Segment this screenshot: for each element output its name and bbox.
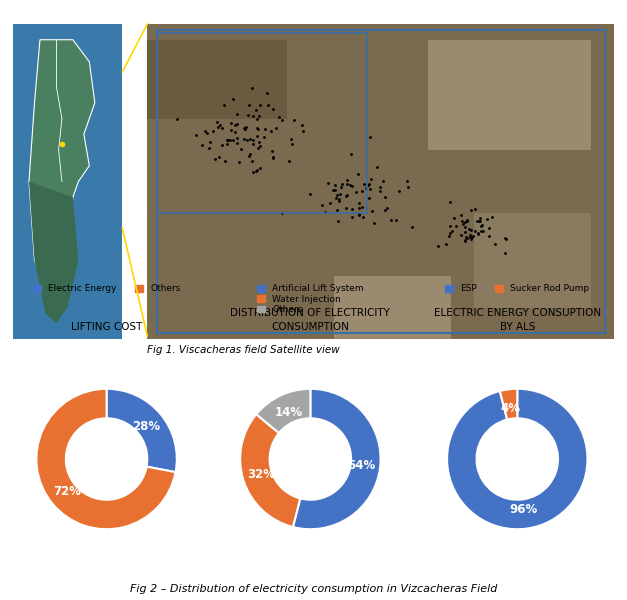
- Polygon shape: [29, 181, 78, 323]
- Text: 14%: 14%: [275, 406, 303, 419]
- Polygon shape: [29, 40, 95, 292]
- Title: DISTRIBUTION OF ELECTRICITY
CONSUMPTION: DISTRIBUTION OF ELECTRICITY CONSUMPTION: [231, 308, 390, 332]
- Text: 4%: 4%: [501, 401, 521, 415]
- Legend: Electric Energy, Others: Electric Energy, Others: [33, 284, 181, 293]
- Wedge shape: [500, 389, 517, 419]
- Text: 32%: 32%: [248, 469, 276, 481]
- Wedge shape: [240, 414, 300, 527]
- Text: 54%: 54%: [347, 459, 376, 472]
- Title: LIFTING COST: LIFTING COST: [71, 322, 142, 332]
- Wedge shape: [256, 389, 310, 433]
- Title: ELECTRIC ENERGY CONSUPTION
BY ALS: ELECTRIC ENERGY CONSUPTION BY ALS: [434, 308, 601, 332]
- Text: Fig 2 – Distribution of electricity consumption in Vizcacheras Field: Fig 2 – Distribution of electricity cons…: [130, 584, 497, 594]
- Legend: ESP, Sucker Rod Pump: ESP, Sucker Rod Pump: [445, 284, 589, 293]
- Text: 72%: 72%: [53, 485, 81, 498]
- Wedge shape: [107, 389, 177, 472]
- Legend: Artificial Lift System, Water Injection, Others: Artificial Lift System, Water Injection,…: [257, 284, 364, 314]
- Wedge shape: [447, 389, 587, 529]
- Text: 96%: 96%: [510, 503, 538, 517]
- Wedge shape: [36, 389, 176, 529]
- Text: 28%: 28%: [132, 420, 160, 433]
- Text: Fig 1. Viscacheras field Satellite view: Fig 1. Viscacheras field Satellite view: [147, 345, 340, 355]
- Wedge shape: [293, 389, 381, 529]
